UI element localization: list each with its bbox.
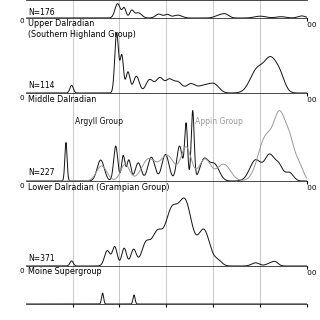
Text: 0: 0 [20, 94, 24, 100]
Text: 0: 0 [20, 18, 24, 24]
Text: Lower Dalradian (Grampian Group): Lower Dalradian (Grampian Group) [28, 183, 170, 192]
Text: Middle Dalradian: Middle Dalradian [28, 95, 97, 104]
Text: Argyll Group: Argyll Group [75, 117, 123, 126]
Text: Moine Supergroup: Moine Supergroup [28, 267, 102, 276]
Text: N=371: N=371 [28, 254, 55, 263]
Text: N=114: N=114 [28, 81, 55, 90]
Text: Appin Group: Appin Group [195, 117, 243, 126]
Text: 0: 0 [20, 183, 24, 189]
Text: N=227: N=227 [28, 168, 55, 178]
Text: Upper Dalradian
(Southern Highland Group): Upper Dalradian (Southern Highland Group… [28, 20, 136, 39]
Text: 0: 0 [20, 268, 24, 274]
Text: N=176: N=176 [28, 8, 55, 17]
